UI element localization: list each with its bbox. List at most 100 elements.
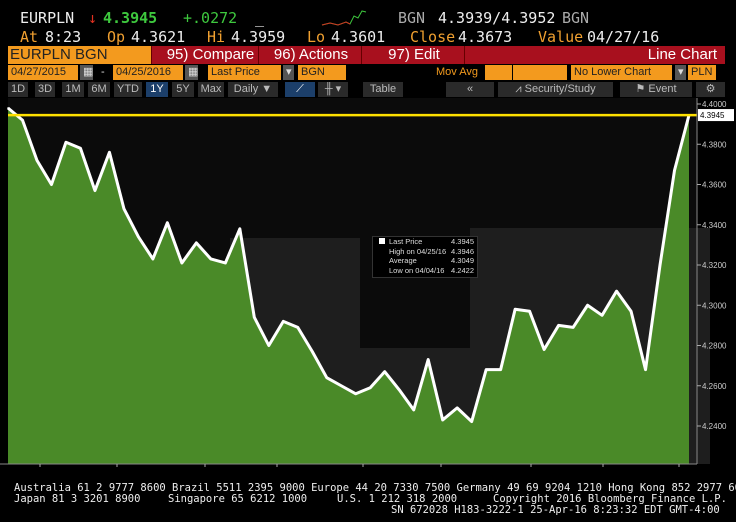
source-field[interactable]: BGN <box>298 65 346 80</box>
start-date-field[interactable]: 04/27/2015 <box>8 65 78 80</box>
open-label: Op <box>107 28 126 46</box>
data-point <box>644 368 647 371</box>
y-tick-label: 4.2800 <box>702 342 727 351</box>
data-point <box>412 409 415 411</box>
data-point <box>557 324 560 327</box>
mov-avg-3[interactable] <box>540 65 567 80</box>
edit-button[interactable]: 97) Edit <box>364 46 465 64</box>
range-max[interactable]: Max <box>198 82 224 97</box>
legend-swatch <box>379 238 385 244</box>
value-label: Value <box>538 28 584 46</box>
data-point <box>427 358 429 361</box>
data-point <box>572 326 574 329</box>
flag-icon: ⚑ <box>635 83 649 95</box>
data-point <box>369 386 372 389</box>
high-label: Hi <box>207 28 226 46</box>
y-tick-label: 4.3200 <box>702 261 727 270</box>
dropdown-icon[interactable]: ▾ <box>675 65 686 80</box>
period-select[interactable]: Daily ▼ <box>228 82 278 97</box>
y-tick-label: 4.3800 <box>702 140 727 149</box>
range-5y[interactable]: 5Y <box>172 82 194 97</box>
data-point <box>528 310 531 313</box>
footer-copyright: Copyright 2016 Bloomberg Finance L.P. <box>493 493 727 505</box>
data-point <box>268 344 270 347</box>
y-tick-label: 4.2400 <box>702 422 727 431</box>
y-tick-label: 4.3600 <box>702 181 727 190</box>
data-point <box>456 407 458 409</box>
dropdown-icon[interactable]: ▾ <box>283 65 294 80</box>
y-tick-label: 4.3400 <box>702 221 727 230</box>
lower-chart-select[interactable]: No Lower Chart <box>571 65 672 80</box>
legend-average-value: 4.3049 <box>451 256 474 265</box>
study-icon: ⩘ <box>515 83 525 95</box>
range-1y[interactable]: 1Y <box>146 82 168 97</box>
collapse-button[interactable]: « <box>446 82 494 97</box>
security-study-button[interactable]: ⩘ Security/Study <box>498 82 613 97</box>
data-point <box>586 304 589 307</box>
currency-field[interactable]: PLN <box>688 65 716 80</box>
data-point <box>137 236 140 238</box>
data-point <box>65 141 67 144</box>
security-study-label: Security/Study <box>524 83 596 95</box>
line-chart-icon[interactable]: ⟋ <box>285 82 315 97</box>
mov-avg-1[interactable] <box>485 65 512 80</box>
event-button[interactable]: ⚑ Event <box>620 82 692 97</box>
y-tick-label: 4.2600 <box>702 382 727 391</box>
data-point <box>21 119 24 121</box>
data-point <box>152 258 154 260</box>
data-point <box>311 350 314 353</box>
data-point <box>79 147 82 150</box>
range-3d[interactable]: 3D <box>35 82 55 97</box>
last-price-tag-label: 4.3945 <box>700 111 725 120</box>
end-date-field[interactable]: 04/25/2016 <box>113 65 183 80</box>
low-label: Lo <box>307 28 326 46</box>
data-point <box>325 376 328 379</box>
legend-low-value: 4.2422 <box>451 265 474 275</box>
actions-button[interactable]: 96) Actions <box>261 46 362 64</box>
ask-source: BGN <box>562 9 590 27</box>
y-tick-label: 4.3000 <box>702 301 727 310</box>
field-select[interactable]: Last Price <box>208 65 281 80</box>
table-button[interactable]: Table <box>363 82 403 97</box>
date-separator: - <box>101 66 105 78</box>
settings-gear-icon[interactable]: ⚙ <box>696 82 725 97</box>
chart-type-label: Line Chart <box>647 46 717 63</box>
ticker: EURPLN <box>20 9 75 27</box>
footer-session: SN 672028 H183-3222-1 25-Apr-16 8:23:32 … <box>391 504 720 516</box>
open-value: 4.3621 <box>131 28 186 46</box>
legend-high-value: 4.3946 <box>451 246 474 256</box>
price-chart: 4.4000 4.3800 4.3600 4.3400 4.3200 4.3000 4.28… <box>0 98 734 467</box>
data-point <box>224 262 227 264</box>
range-1m[interactable]: 1M <box>62 82 84 97</box>
range-1d[interactable]: 1D <box>8 82 28 97</box>
data-point <box>470 420 473 423</box>
data-point <box>108 151 111 154</box>
data-point <box>166 221 169 224</box>
legend-high-label: High on 04/25/16 <box>389 246 447 256</box>
footer-us: U.S. 1 212 318 2000 <box>337 493 458 505</box>
data-point <box>340 384 343 387</box>
data-point <box>659 264 661 266</box>
range-ytd[interactable]: YTD <box>114 82 142 97</box>
sparkline-icon <box>321 10 367 26</box>
footer-japan: Japan 81 3 3201 8900 <box>14 493 141 505</box>
range-6m[interactable]: 6M <box>88 82 110 97</box>
security-field[interactable]: EURPLN BGN Curncy <box>8 46 152 81</box>
last-price-tag <box>698 109 734 122</box>
data-point <box>485 368 487 371</box>
data-point <box>50 183 53 186</box>
footer-singapore: Singapore 65 6212 1000 <box>168 493 308 505</box>
dash: _ <box>255 9 265 27</box>
value-date: 04/27/16 <box>587 28 660 46</box>
calendar-icon[interactable]: ▦ <box>185 65 198 80</box>
legend-average-label: Average <box>389 256 417 265</box>
data-point <box>615 290 618 292</box>
bar-chart-icon[interactable]: ╫ ▾ <box>318 82 348 97</box>
low-value: 4.3601 <box>331 28 386 46</box>
calendar-icon[interactable]: ▦ <box>80 65 93 80</box>
data-point <box>543 348 545 351</box>
price-line <box>7 106 691 424</box>
compare-button[interactable]: 95) Compare <box>163 46 259 64</box>
data-point <box>673 169 676 172</box>
mov-avg-2[interactable] <box>513 65 540 80</box>
